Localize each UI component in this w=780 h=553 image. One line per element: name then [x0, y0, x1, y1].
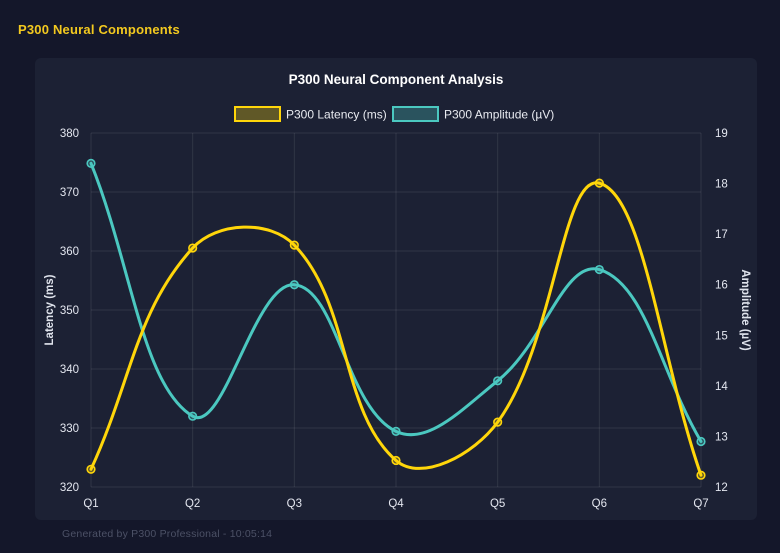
x-tick-label: Q2 — [185, 498, 200, 510]
chart-panel: P300 Neural Component Analysis P300 Laten… — [35, 58, 757, 520]
footer-generated-note: Generated by P300 Professional - 10:05:1… — [62, 528, 273, 540]
x-tick-label: Q3 — [287, 498, 302, 510]
y-left-tick-label: 380 — [60, 128, 79, 140]
x-tick-label: Q6 — [592, 498, 607, 510]
y-right-tick-label: 16 — [715, 280, 728, 292]
y-left-tick-label: 360 — [60, 246, 79, 258]
latency-data-point[interactable] — [391, 455, 401, 466]
x-axis-ticks: Q1 Q2 Q3 Q4 Q5 Q6 Q7 — [83, 498, 708, 510]
y-right-tick-label: 17 — [715, 229, 728, 241]
page-title: P300 Neural Components — [18, 22, 180, 37]
amplitude-series — [86, 158, 706, 447]
amplitude-line — [89, 161, 703, 443]
y-left-tick-label: 340 — [60, 364, 79, 376]
amplitude-data-point[interactable] — [493, 376, 503, 386]
y-left-tick-label: 370 — [60, 187, 79, 199]
latency-data-point[interactable] — [696, 470, 706, 480]
y-right-tick-label: 12 — [715, 482, 728, 494]
legend-item-amplitude[interactable]: P300 Amplitude (µV) — [392, 106, 554, 122]
latency-line — [89, 181, 703, 477]
y-right-tick-label: 19 — [715, 128, 728, 140]
legend-swatch — [234, 106, 281, 122]
latency-data-point[interactable] — [289, 240, 299, 250]
legend-swatch — [392, 106, 439, 122]
x-tick-label: Q7 — [693, 498, 708, 510]
latency-data-point[interactable] — [188, 243, 198, 253]
y-left-tick-label: 350 — [60, 305, 79, 317]
y-axis-left-ticks: 380 370 360 350 340 330 320 — [60, 128, 79, 494]
amplitude-data-point[interactable] — [594, 264, 604, 275]
y-axis-left-title: Latency (ms) — [44, 274, 56, 345]
y-axis-right-ticks: 19 18 17 16 15 14 13 12 — [715, 128, 728, 494]
y-right-tick-label: 15 — [715, 330, 728, 342]
y-left-tick-label: 330 — [60, 423, 79, 435]
chart-title: P300 Neural Component Analysis — [289, 72, 504, 87]
amplitude-data-point[interactable] — [188, 411, 198, 421]
latency-data-point[interactable] — [493, 417, 503, 427]
legend-label: P300 Amplitude (µV) — [444, 108, 554, 122]
x-tick-label: Q5 — [490, 498, 505, 510]
y-axis-right-title: Amplitude (µV) — [739, 269, 751, 351]
y-right-tick-label: 13 — [715, 431, 728, 443]
legend-label: P300 Latency (ms) — [286, 108, 387, 122]
latency-data-point[interactable] — [594, 178, 604, 188]
amplitude-data-point[interactable] — [696, 436, 706, 447]
amplitude-data-point[interactable] — [86, 158, 96, 168]
amplitude-data-point[interactable] — [289, 280, 299, 290]
latency-data-point[interactable] — [86, 464, 96, 474]
latency-series — [86, 178, 706, 480]
y-left-tick-label: 320 — [60, 482, 79, 494]
y-right-tick-label: 14 — [715, 381, 728, 393]
p300-line-chart: P300 Neural Component Analysis P300 Laten… — [44, 72, 751, 510]
x-tick-label: Q1 — [83, 498, 98, 510]
amplitude-data-point[interactable] — [391, 426, 401, 436]
y-right-tick-label: 18 — [715, 179, 728, 191]
chart-legend: P300 Latency (ms) P300 Amplitude (µV) — [234, 106, 554, 122]
legend-item-latency[interactable]: P300 Latency (ms) — [234, 106, 387, 122]
x-tick-label: Q4 — [388, 498, 404, 510]
